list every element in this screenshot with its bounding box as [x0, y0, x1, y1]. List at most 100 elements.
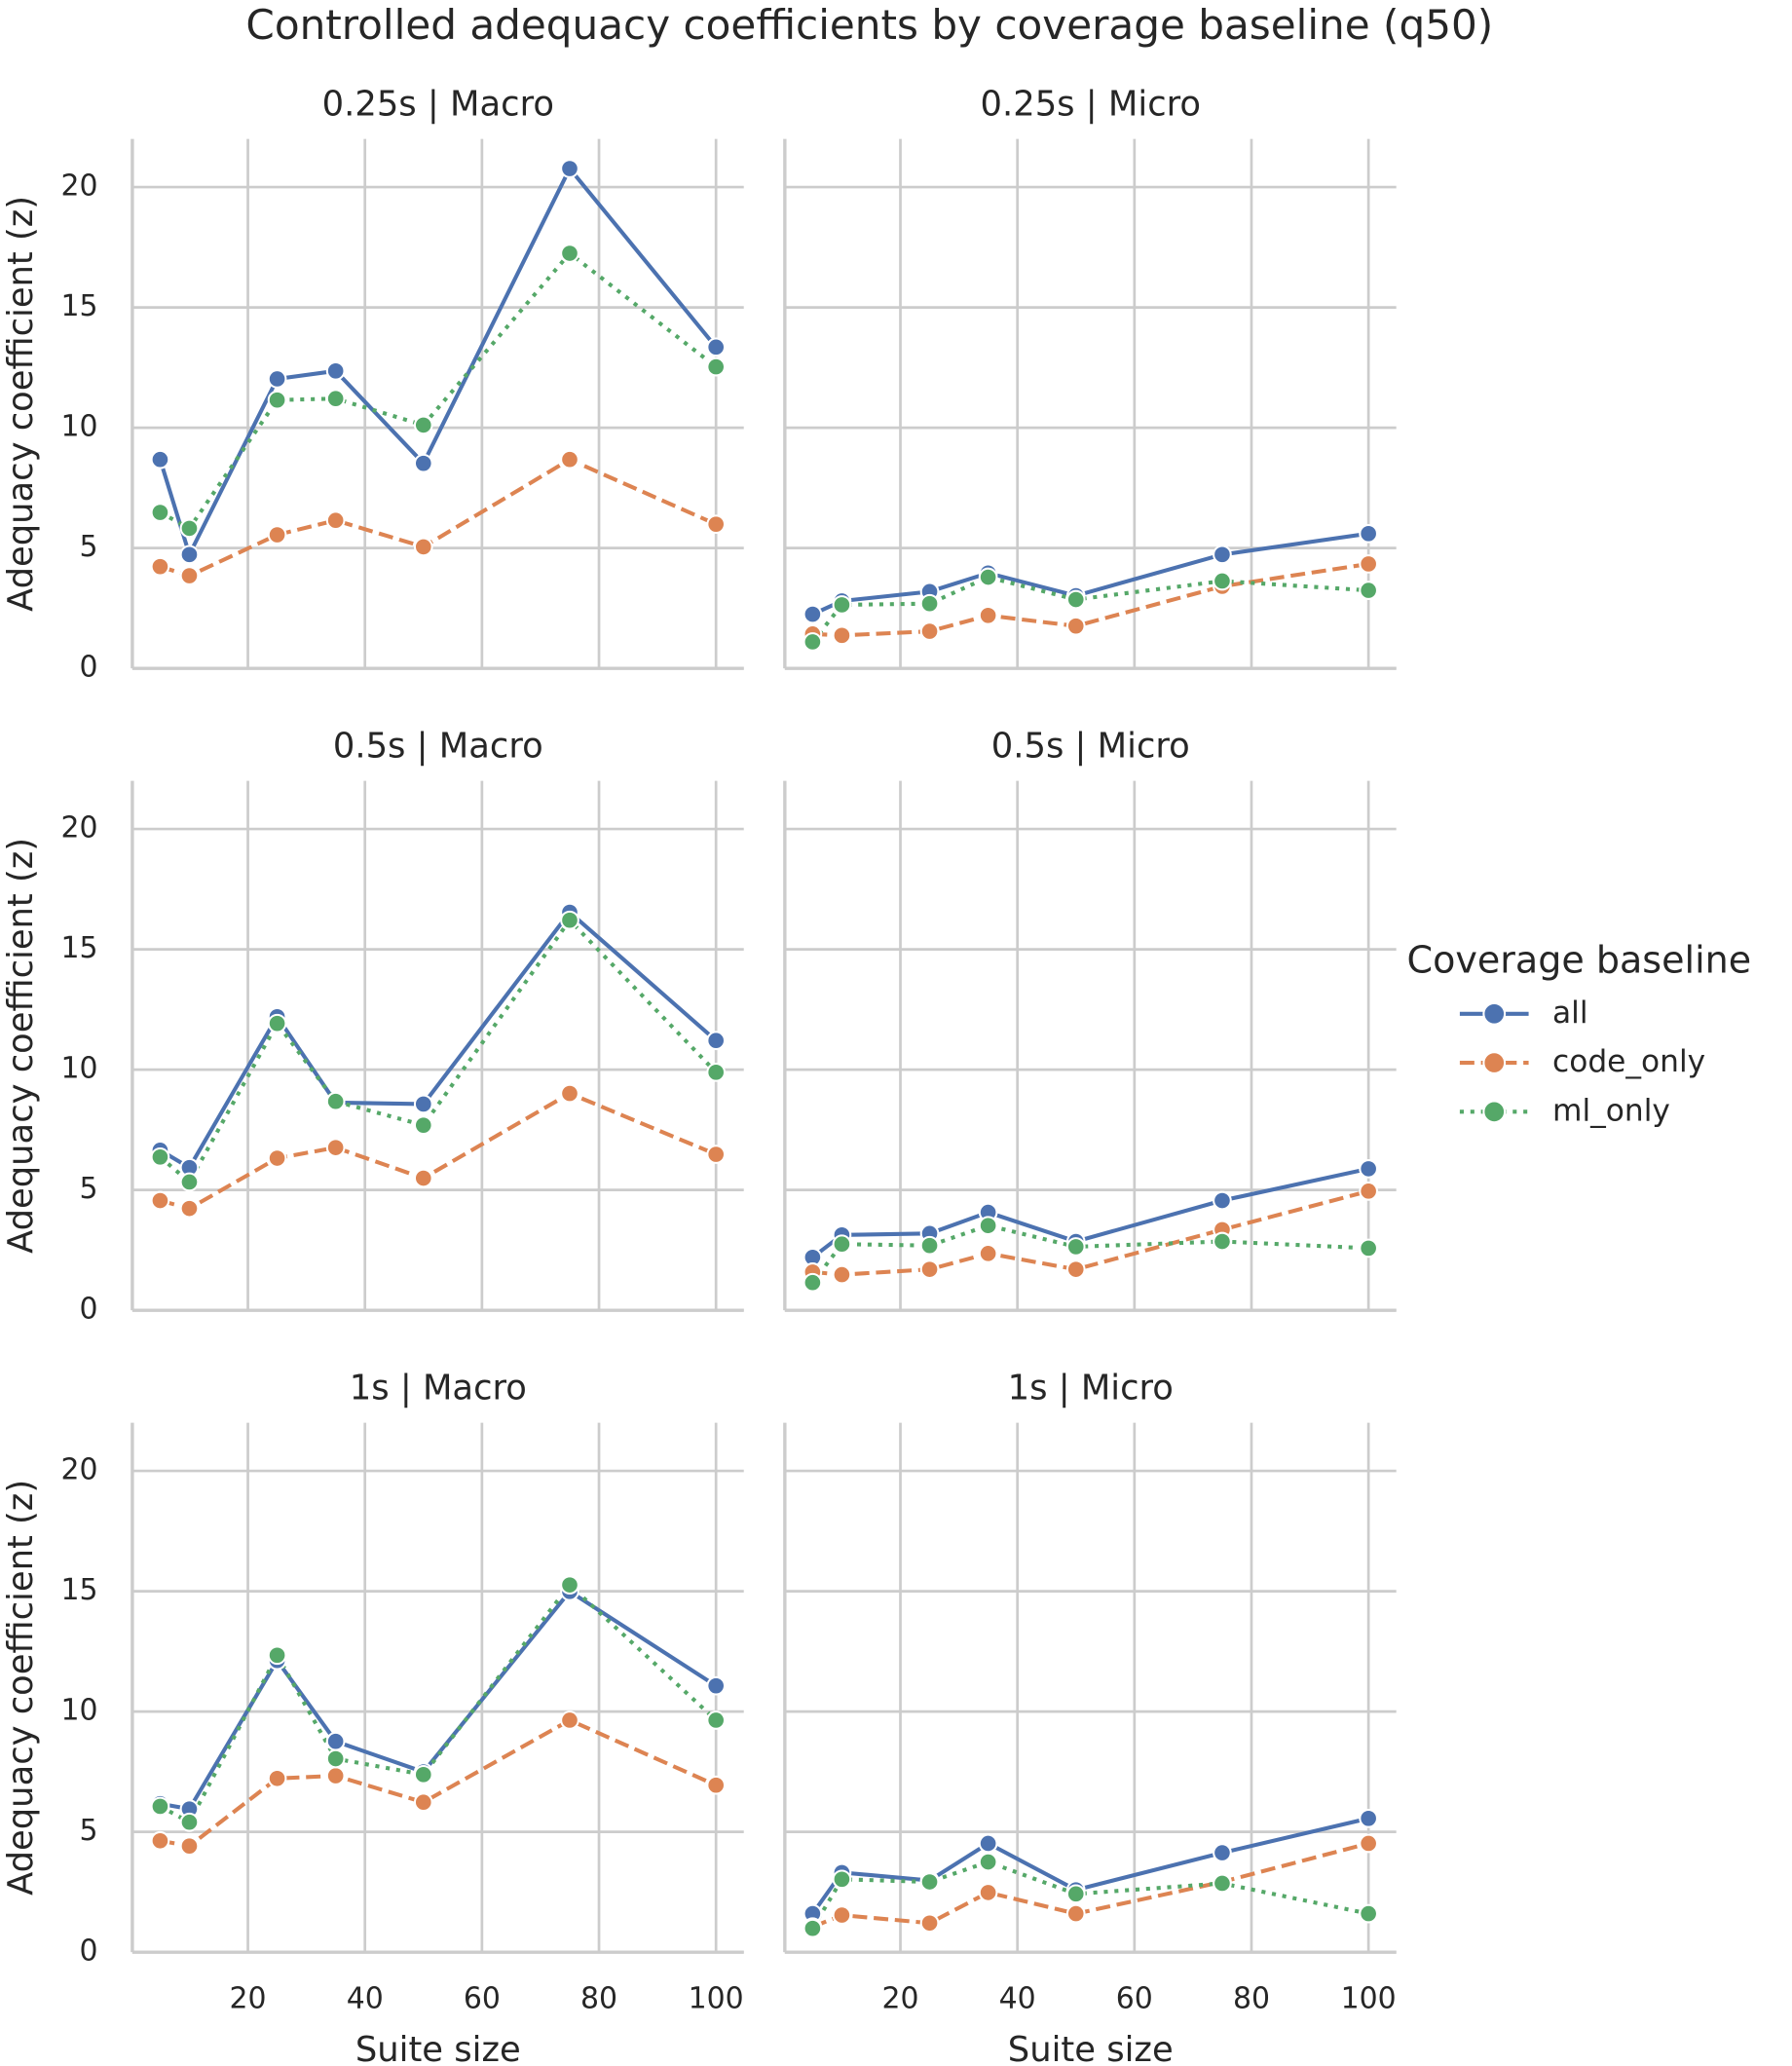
data-point	[179, 566, 200, 585]
x-tick-label: 80	[580, 1982, 617, 2016]
data-point	[706, 1062, 727, 1082]
legend-title: Coverage baseline	[1407, 938, 1752, 981]
data-point	[179, 1198, 200, 1219]
series-line	[811, 1166, 1369, 1259]
legend-label: code_only	[1552, 1044, 1705, 1079]
y-tick-label: 0	[80, 1293, 98, 1327]
y-tick-label: 10	[61, 410, 98, 444]
data-point	[832, 625, 852, 646]
data-point	[1359, 1833, 1378, 1854]
data-point	[803, 604, 823, 624]
data-point	[832, 1869, 852, 1890]
data-point	[325, 1138, 346, 1158]
data-point	[978, 1883, 998, 1902]
data-point	[325, 510, 346, 531]
series-line	[811, 531, 1369, 617]
data-point	[413, 415, 433, 435]
series-line	[810, 575, 1369, 644]
data-point	[832, 595, 852, 615]
data-point	[919, 1913, 940, 1934]
data-point	[706, 1145, 727, 1164]
data-point	[1213, 545, 1232, 565]
data-point	[560, 449, 579, 470]
y-tick-label: 20	[61, 1453, 98, 1487]
data-point	[832, 1905, 852, 1925]
series-line	[812, 561, 1369, 638]
panel: 0.5s | Macro 0 5 10 15 20 Adequacy coefficient…	[1, 727, 744, 1327]
data-point	[978, 1833, 998, 1854]
data-point	[1359, 1808, 1378, 1828]
data-point	[919, 1259, 940, 1280]
data-point	[413, 1792, 433, 1813]
data-point	[267, 1768, 287, 1788]
x-tick-label: 100	[1341, 1982, 1397, 2016]
data-point	[706, 514, 727, 535]
data-point	[1065, 1259, 1086, 1280]
data-point	[706, 1675, 727, 1696]
data-point	[1065, 1237, 1086, 1257]
y-tick-label: 5	[80, 1172, 98, 1206]
data-point	[325, 1091, 346, 1111]
series-line	[160, 1589, 718, 1812]
data-point	[1065, 1884, 1086, 1904]
data-point	[1213, 1231, 1232, 1252]
data-point	[267, 369, 287, 389]
data-point	[978, 567, 998, 587]
data-point	[150, 556, 170, 577]
data-point	[919, 1872, 940, 1892]
data-point	[179, 1836, 200, 1857]
x-tick-label: 20	[230, 1982, 267, 2016]
series-line	[159, 917, 718, 1185]
data-point	[560, 1575, 579, 1596]
data-point	[803, 1272, 823, 1293]
data-point	[150, 1830, 170, 1851]
y-axis-label: Adequacy coefficient (z)	[1, 838, 41, 1254]
data-point	[803, 1918, 823, 1938]
data-point	[413, 537, 433, 557]
data-point	[1213, 1190, 1232, 1211]
data-point	[1359, 1903, 1378, 1924]
y-tick-label: 15	[61, 1573, 98, 1607]
panel-title: 1s | Micro	[1008, 1369, 1174, 1409]
data-point	[1359, 581, 1378, 600]
y-tick-label: 5	[80, 530, 98, 564]
y-tick-label: 15	[61, 931, 98, 965]
data-point	[413, 1168, 433, 1188]
data-point	[267, 1645, 287, 1666]
data-point	[150, 503, 170, 522]
legend-marker	[1482, 1051, 1507, 1074]
data-point	[1213, 571, 1232, 591]
y-tick-label: 0	[80, 1935, 98, 1969]
y-axis-label: Adequacy coefficient (z)	[1, 1480, 41, 1896]
data-point	[978, 1216, 998, 1236]
data-point	[560, 159, 579, 178]
panel: 1s | Micro 20 40 60 80 100 Suite size	[783, 1369, 1397, 2066]
y-tick-label: 5	[80, 1814, 98, 1848]
series-line	[159, 457, 718, 579]
data-point	[706, 1775, 727, 1795]
legend-marker	[1482, 1100, 1507, 1124]
data-point	[1065, 616, 1086, 636]
data-point	[179, 518, 200, 539]
x-tick-label: 60	[1116, 1982, 1153, 2016]
data-point	[150, 1796, 170, 1817]
y-tick-label: 10	[61, 1694, 98, 1728]
panel-title: 0.5s | Macro	[333, 727, 543, 767]
panel: 0.25s | Micro	[783, 85, 1397, 670]
data-point	[267, 1013, 287, 1033]
data-point	[978, 1244, 998, 1263]
data-point	[1359, 523, 1378, 544]
data-point	[150, 449, 170, 470]
series-line	[159, 1582, 718, 1825]
data-point	[325, 1748, 346, 1769]
data-point	[1359, 554, 1378, 574]
y-axis-label: Adequacy coefficient (z)	[1, 196, 41, 612]
data-point	[1359, 1238, 1378, 1258]
data-point	[413, 1764, 433, 1784]
data-point	[179, 1812, 200, 1832]
data-point	[150, 1146, 170, 1167]
data-point	[1065, 1903, 1086, 1924]
data-point	[413, 453, 433, 473]
data-point	[1359, 1182, 1378, 1201]
